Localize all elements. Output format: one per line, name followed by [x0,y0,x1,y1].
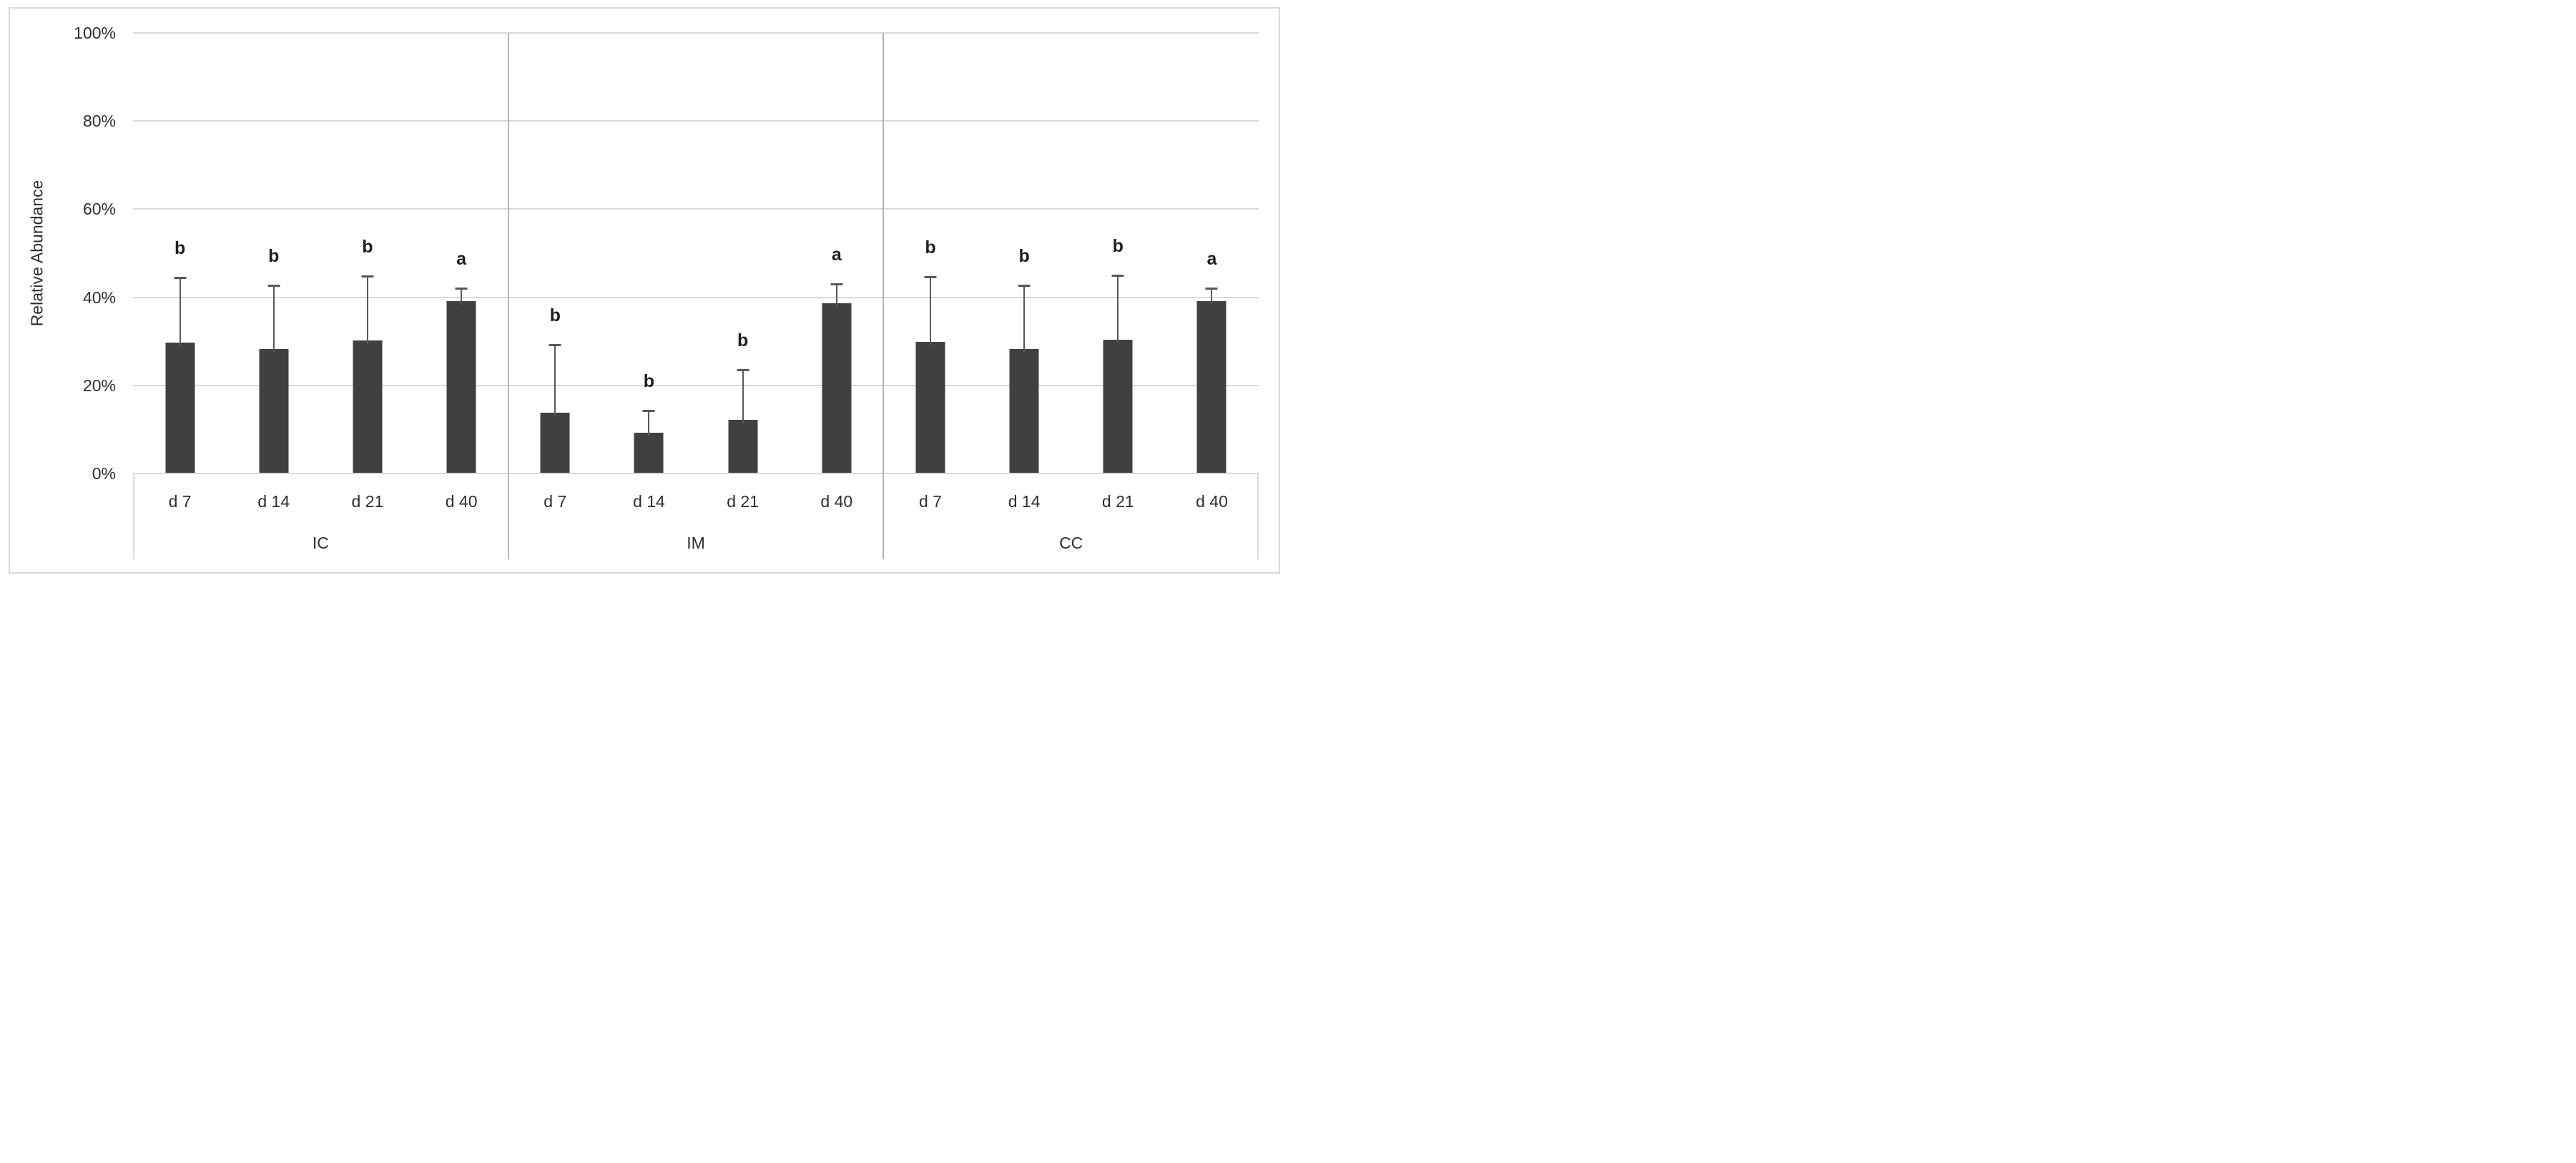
bar-slot: b [227,33,320,473]
x-tick-label: d 40 [1196,492,1228,511]
y-tick-label: 100% [74,24,116,42]
plot-area: b b b a b b b a b b b a [133,32,1259,473]
significance-letter: a [831,245,842,265]
group-label: IC [312,534,329,552]
bar [446,300,476,473]
x-tick-label: d 14 [1008,492,1041,511]
significance-letter: b [1112,236,1124,257]
significance-letter: b [549,305,561,326]
bar [915,342,945,473]
gridline [133,120,1259,122]
bar [259,349,289,473]
group-divider [507,33,509,559]
error-bar [1023,285,1026,353]
x-axis-band: d 7 d 14 d 21 d 40 d 7 d 14 d 21 d 40 d 7 d 14 d 2… [133,473,1259,559]
bar-slot: b [978,33,1071,473]
bar-slot: b [133,33,227,473]
bar [822,303,852,473]
bar-slot: b [1071,33,1165,473]
bar [1196,301,1226,473]
significance-letter: b [1018,245,1030,266]
gridline [133,32,1259,34]
error-bar [929,277,931,346]
axis-band-right-border [1257,473,1259,559]
error-bar [835,284,837,308]
error-bar-cap [830,283,843,286]
error-bar-cap [455,287,468,290]
bar-slot: b [508,33,602,473]
x-tick-label: d 14 [633,492,665,511]
error-bar-cap [267,284,280,287]
x-tick-label: d 7 [168,492,192,511]
bar [165,343,195,473]
error-bar [554,345,556,416]
bar [1103,339,1133,473]
x-tick-label: d 40 [445,492,478,511]
y-tick-label: 0% [92,464,116,483]
bar [353,340,383,473]
error-bar-cap [642,409,655,412]
x-tick-label: d 7 [544,492,567,511]
bar-slot: b [602,33,696,473]
error-bar [1117,275,1119,343]
error-bar-cap [1205,287,1218,290]
group-divider [883,33,885,559]
axis-band-left-border [133,473,134,559]
x-tick-label: d 21 [727,492,759,511]
significance-letter: b [268,245,280,266]
bar-slot: a [790,33,883,473]
bar-slot: a [415,33,508,473]
significance-letter: b [174,237,186,258]
gridline [133,208,1259,210]
error-bar-cap [1111,275,1124,278]
error-bar-cap [549,344,561,347]
error-bar [648,410,650,437]
significance-letter: a [456,248,467,269]
y-tick-label: 40% [82,288,116,307]
x-tick-label: d 21 [351,492,384,511]
significance-letter: b [362,237,373,257]
x-tick-label: d 21 [1101,492,1134,511]
x-axis-line [133,473,1259,474]
error-bar [742,370,744,423]
group-label: CC [1059,534,1083,552]
significance-letter: a [1206,248,1217,269]
bar-slot: b [696,33,790,473]
error-bar-cap [361,275,374,278]
gridline [133,296,1259,298]
y-tick-label: 20% [82,376,116,395]
bar [728,419,758,473]
error-bar-cap [924,276,937,279]
error-bar-cap [174,276,187,279]
error-bar [272,285,275,353]
error-bar [179,277,181,347]
x-tick-label: d 40 [820,492,853,511]
gridline [133,384,1259,386]
error-bar-cap [737,369,749,372]
x-tick-label: d 7 [918,492,942,511]
error-bar [1211,288,1213,305]
x-tick-label: d 14 [257,492,290,511]
bar [634,433,664,473]
bar [540,413,570,473]
error-bar [461,288,463,305]
significance-letter: b [643,371,655,391]
group-label: IM [687,534,705,552]
bar-slot: b [883,33,977,473]
bar-slot: a [1165,33,1259,473]
x-axis-group-row: IC IM CC [133,534,1259,552]
error-bar [366,276,368,344]
y-tick-label: 80% [82,112,116,131]
significance-letter: b [925,237,936,258]
bar [1009,348,1039,473]
x-axis-tick-row: d 7 d 14 d 21 d 40 d 7 d 14 d 21 d 40 d 7 d 14 d 2… [133,492,1259,511]
error-bar-cap [1018,284,1031,287]
bar-slot: b [320,33,414,473]
significance-letter: b [737,330,749,351]
y-tick-label: 60% [82,200,116,219]
